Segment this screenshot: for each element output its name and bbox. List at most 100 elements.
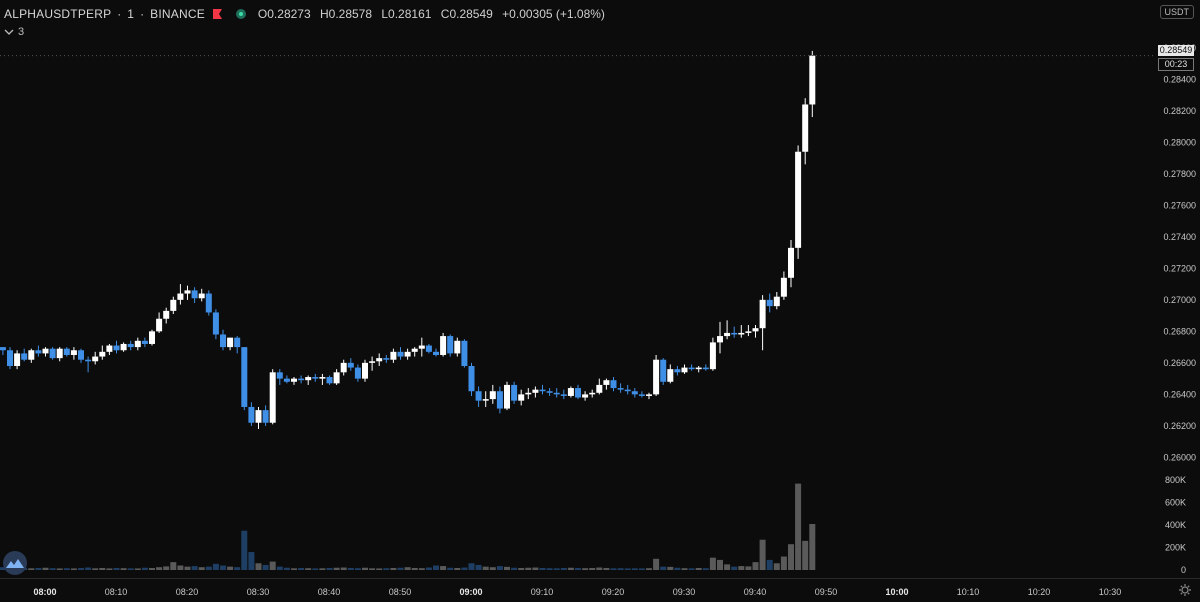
volume-bar — [780, 556, 787, 570]
candle-body — [454, 340, 461, 354]
candle-body — [496, 391, 503, 409]
volume-bar — [220, 565, 226, 570]
candle-body — [305, 377, 312, 381]
time-axis[interactable]: 08:00 08:10 08:20 08:30 08:40 08:50 09:00 09:10… — [0, 578, 1200, 598]
volume-bar — [227, 566, 234, 570]
volume-bar — [681, 568, 688, 570]
candle-body — [291, 378, 297, 382]
volume-bar — [191, 566, 198, 570]
volume-bar — [92, 568, 99, 570]
candle-body — [674, 369, 681, 373]
volume-bar — [312, 568, 319, 570]
candle-body — [752, 328, 759, 332]
volume-bar — [717, 559, 723, 570]
time-tick-label: 10:20 — [1028, 587, 1051, 597]
volume-bar — [276, 566, 283, 570]
volume-bar — [589, 567, 596, 570]
candle-body — [567, 388, 574, 396]
volume-bar — [333, 567, 340, 570]
volume-bar — [269, 561, 276, 570]
candle-body — [788, 247, 794, 278]
volume-bar — [674, 567, 681, 570]
market-status-icon — [235, 9, 246, 19]
volume-bar — [603, 567, 610, 570]
candle-body — [255, 410, 262, 423]
candle-body — [177, 293, 184, 300]
volume-bar — [624, 568, 631, 570]
candle-body — [63, 348, 70, 355]
volume-bar — [78, 567, 84, 570]
volume-bar — [709, 557, 716, 570]
candle-body — [404, 351, 411, 357]
candle-body — [276, 372, 283, 379]
symbol-legend: ALPHAUSDTPERP · 1 · BINANCE O0.28273 H0.… — [4, 6, 611, 22]
volume-bar — [660, 566, 667, 570]
candle-body — [35, 350, 42, 354]
volume-bar — [724, 564, 731, 570]
volume-bar — [504, 566, 510, 570]
currency-badge[interactable]: USDT — [1159, 5, 1194, 19]
price-tick-label: 0.27200 — [1163, 263, 1196, 273]
chevron-down-icon — [4, 29, 14, 35]
volume-bar — [369, 568, 376, 570]
time-tick-label: 08:00 — [33, 587, 56, 597]
volume-bar — [440, 566, 447, 570]
candle-body — [312, 377, 319, 379]
price-axis[interactable]: 0.26000 0.26200 0.26400 0.26600 0.26800 0.270… — [1163, 43, 1196, 463]
volume-bar — [390, 567, 397, 570]
candle-body — [347, 362, 354, 368]
price-tick-label: 0.27000 — [1163, 295, 1196, 305]
volume-tick-label: 200K — [1165, 543, 1186, 553]
symbol-name[interactable]: ALPHAUSDTPERP — [4, 7, 112, 21]
time-tick-label: 10:10 — [957, 587, 980, 597]
candle-body — [468, 366, 475, 392]
candle-body — [589, 392, 596, 395]
gear-icon[interactable] — [1178, 583, 1192, 597]
time-tick-label: 08:10 — [105, 587, 128, 597]
volume-bar — [49, 568, 56, 570]
candle-body — [717, 336, 723, 343]
volume-bar — [354, 568, 361, 570]
volume-bar — [688, 568, 695, 570]
volume-bar — [773, 563, 780, 570]
candle-body — [695, 367, 702, 370]
ohlc-close: C0.28549 — [440, 7, 493, 21]
interval-label[interactable]: 1 — [127, 7, 135, 21]
logo-icon[interactable] — [3, 551, 27, 575]
volume-bar — [134, 568, 141, 570]
volume-bar — [788, 544, 794, 570]
candle-body — [170, 299, 177, 311]
time-tick-label: 10:00 — [885, 587, 908, 597]
flag-icon[interactable] — [212, 9, 222, 19]
price-tick-label: 0.28400 — [1163, 74, 1196, 84]
volume-bar — [461, 567, 468, 570]
candle-body — [376, 358, 383, 362]
ohlc-high: H0.28578 — [319, 7, 373, 21]
candle-body — [113, 345, 120, 351]
time-tick-label: 10:30 — [1099, 587, 1122, 597]
volume-bar — [425, 567, 432, 570]
price-tick-label: 0.27600 — [1163, 200, 1196, 210]
candle-body — [461, 340, 468, 367]
volume-bar — [759, 539, 766, 570]
volume-bar — [63, 568, 70, 570]
candle-body — [447, 336, 454, 354]
volume-bar — [745, 566, 752, 570]
candle-body — [220, 334, 226, 348]
legend-separator: · — [117, 7, 122, 21]
price-tick-label: 0.28000 — [1163, 137, 1196, 147]
candle-body — [660, 359, 667, 382]
volume-bar — [653, 558, 660, 570]
candle-body — [667, 369, 674, 382]
candle-body — [709, 342, 716, 370]
volume-bar — [518, 567, 525, 570]
studies-toggle[interactable]: 3 — [4, 26, 24, 38]
candle-body — [333, 372, 340, 384]
volume-bar — [234, 567, 241, 570]
candle-body — [504, 384, 510, 409]
candles-layer — [0, 50, 1156, 430]
volume-bar — [433, 565, 439, 570]
candle-body — [49, 348, 56, 359]
candle-body — [780, 277, 787, 297]
